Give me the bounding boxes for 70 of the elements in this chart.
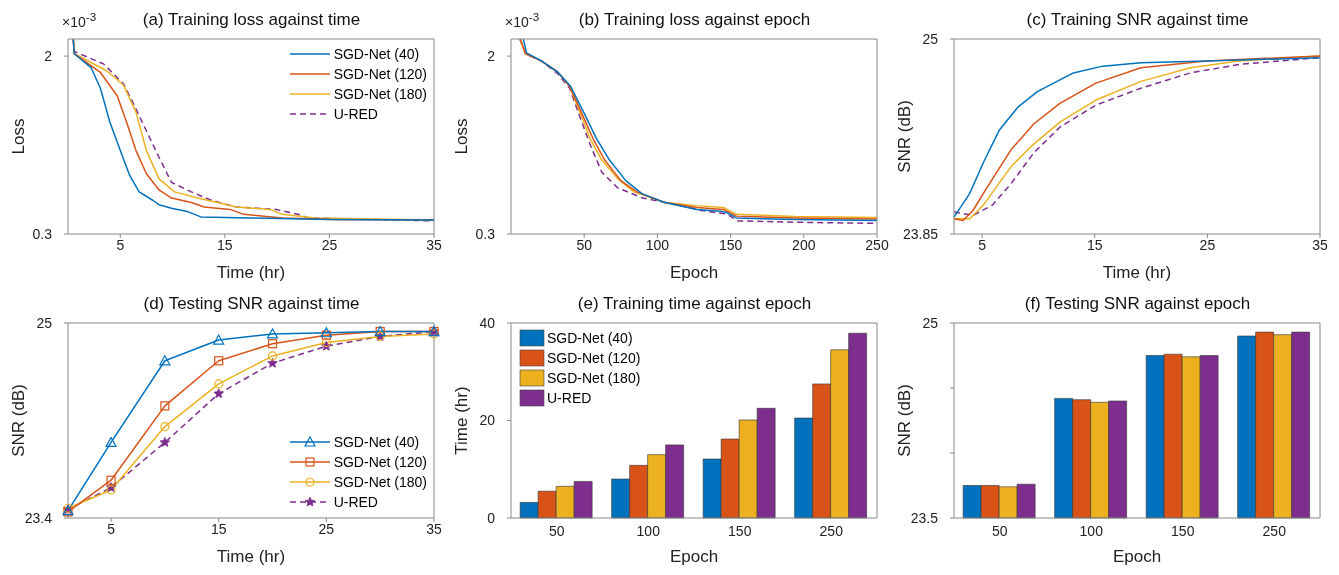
chart-title: (d) Testing SNR against time <box>142 294 361 314</box>
x-tick-label: 50 <box>991 522 1008 539</box>
x-tick-label: 100 <box>636 522 661 539</box>
x-tick-label: 15 <box>217 236 233 253</box>
y-tick-label: 40 <box>479 314 496 331</box>
x-axis-title: Epoch <box>669 547 719 566</box>
x-tick-label: 15 <box>210 520 227 537</box>
x-tick-label: 250 <box>1262 522 1287 539</box>
legend-label: SGD-Net (40) <box>333 45 420 64</box>
y-tick-label: 0 <box>487 509 496 526</box>
x-tick-label: 100 <box>1079 522 1104 539</box>
text: ×10$^{-3}$ <box>62 10 97 30</box>
y-tick-label: 25 <box>36 314 53 331</box>
legend-label: U-RED <box>333 105 378 124</box>
legend-label: U-RED <box>547 389 592 408</box>
y-axis-title: Loss <box>9 118 29 155</box>
legend-label: SGD-Net (180) <box>333 85 427 104</box>
y-tick-label: 23.4 <box>24 509 53 526</box>
x-tick-label: 25 <box>1199 236 1216 253</box>
x-axis-title: Time (hr) <box>216 547 286 566</box>
y-axis-title: Time (hr) <box>452 386 472 455</box>
y-axis-title: SNR (dB) <box>895 384 915 457</box>
y-tick-label: 2 <box>44 48 53 65</box>
x-axis-title: Time (hr) <box>1102 263 1172 282</box>
chart-title: (b) Training loss against epoch <box>578 10 811 29</box>
x-tick-label: 100 <box>645 236 670 253</box>
x-axis-title: Epoch <box>669 263 719 282</box>
x-tick-label: 35 <box>426 520 442 537</box>
x-tick-label: 250 <box>819 522 844 539</box>
text: ×10$^{-3}$ <box>505 10 540 30</box>
y-tick-label: 0.3 <box>475 225 496 242</box>
x-tick-label: 35 <box>426 236 442 253</box>
legend-label: SGD-Net (120) <box>547 349 641 368</box>
legend-label: SGD-Net (120) <box>333 453 427 472</box>
x-tick-label: 5 <box>116 236 125 253</box>
x-tick-label: 150 <box>718 236 743 253</box>
legend-label: SGD-Net (180) <box>547 369 641 388</box>
chart-title: (c) Training SNR against time <box>1025 10 1250 30</box>
x-tick-label: 5 <box>978 236 987 253</box>
x-tick-label: 15 <box>1086 236 1103 253</box>
y-axis-title: Loss <box>452 118 472 155</box>
y-tick-label: 0.3 <box>32 225 53 242</box>
chart-title: (e) Training time against epoch <box>576 294 813 314</box>
legend-label: SGD-Net (120) <box>333 65 427 84</box>
chart-title: (a) Training loss against time <box>142 10 361 29</box>
x-tick-label: 150 <box>728 522 752 539</box>
y-tick-label: 25 <box>922 30 939 47</box>
x-tick-label: 5 <box>107 520 116 537</box>
x-tick-label: 25 <box>318 520 335 537</box>
x-axis-title: Epoch <box>1112 547 1162 566</box>
y-tick-label: 23.5 <box>910 509 939 526</box>
y-axis-title: SNR (dB) <box>895 100 915 173</box>
legend-label: U-RED <box>333 493 378 512</box>
x-axis-title: Time (hr) <box>216 263 286 282</box>
y-tick-label: 23.85 <box>902 225 939 242</box>
x-tick-label: 25 <box>321 236 338 253</box>
legend-label: SGD-Net (40) <box>333 433 420 452</box>
chart-title: (f) Testing SNR against epoch <box>1023 294 1252 314</box>
legend-label: SGD-Net (180) <box>333 473 427 492</box>
x-tick-label: 200 <box>792 236 816 253</box>
y-tick-label: 2 <box>487 48 496 65</box>
y-tick-label: 25 <box>922 314 939 331</box>
legend-label: SGD-Net (40) <box>547 329 633 348</box>
x-tick-label: 35 <box>1312 236 1328 253</box>
x-tick-label: 150 <box>1171 522 1195 539</box>
x-tick-label: 50 <box>576 236 593 253</box>
y-tick-label: 20 <box>479 412 496 429</box>
y-axis-title: SNR (dB) <box>9 384 29 457</box>
x-tick-label: 250 <box>865 236 889 253</box>
x-tick-label: 50 <box>548 522 565 539</box>
